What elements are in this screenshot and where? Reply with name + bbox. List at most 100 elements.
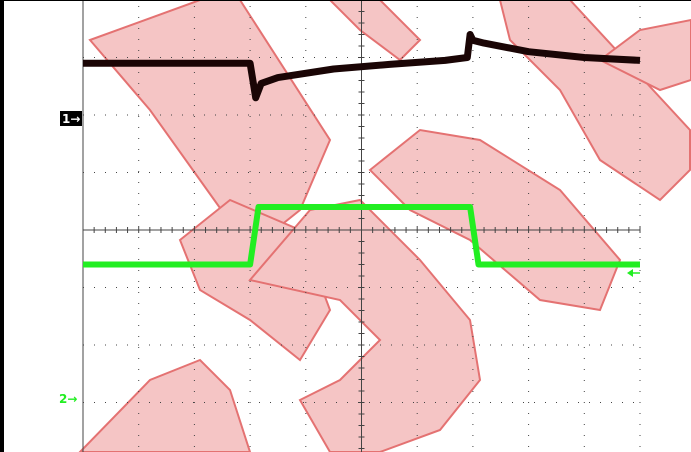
grid-dot xyxy=(94,57,95,58)
grid-dot xyxy=(567,114,568,116)
grid-dot xyxy=(639,138,641,139)
grid-dot xyxy=(171,402,172,403)
grid-dot xyxy=(305,138,307,139)
grid-dot xyxy=(416,182,418,183)
grid-dot xyxy=(249,17,251,18)
grid-dot xyxy=(391,402,392,403)
grid-dot xyxy=(325,114,326,116)
grid-dot xyxy=(193,347,195,348)
grid-dot xyxy=(479,114,480,116)
grid-dot xyxy=(583,83,585,84)
grid-dot xyxy=(105,57,106,58)
grid-dot xyxy=(249,303,251,304)
grid-dot xyxy=(583,50,585,51)
grid-dot xyxy=(215,402,216,403)
grid-dot xyxy=(182,402,183,403)
grid-dot xyxy=(171,287,172,288)
grid-dot xyxy=(639,160,641,161)
grid-dot xyxy=(600,344,601,346)
grid-dot xyxy=(138,435,140,436)
grid-dot xyxy=(248,114,249,116)
grid-dot xyxy=(305,270,307,271)
grid-dot xyxy=(622,402,623,403)
grid-dot xyxy=(249,413,251,414)
grid-dot xyxy=(193,281,195,282)
grid-dot xyxy=(528,424,530,425)
grid-dot xyxy=(528,39,530,40)
grid-dot xyxy=(583,424,585,425)
grid-dot xyxy=(416,116,418,117)
grid-dot xyxy=(528,61,530,62)
grid-dot xyxy=(249,424,251,425)
grid-dot xyxy=(472,391,474,392)
grid-dot xyxy=(249,116,251,117)
grid-dot xyxy=(249,358,251,359)
grid-dot xyxy=(314,172,315,173)
grid-dot xyxy=(249,369,251,370)
grid-dot xyxy=(567,402,568,403)
grid-dot xyxy=(611,287,612,288)
grid-dot xyxy=(472,336,474,337)
grid-dot xyxy=(457,344,458,346)
grid-dot xyxy=(528,369,530,370)
grid-dot xyxy=(325,402,326,403)
grid-dot xyxy=(589,287,590,288)
grid-dot xyxy=(416,237,418,238)
grid-dot xyxy=(501,172,502,173)
grid-dot xyxy=(193,336,195,337)
grid-dot xyxy=(138,116,140,117)
grid-dot xyxy=(472,369,474,370)
grid-dot xyxy=(369,172,370,173)
grid-dot xyxy=(583,61,585,62)
grid-dot xyxy=(193,160,195,161)
grid-dot xyxy=(528,17,530,18)
grid-dot xyxy=(305,380,307,381)
grid-dot xyxy=(583,94,585,95)
grid-dot xyxy=(305,182,307,183)
grid-dot xyxy=(578,344,579,346)
grid-dot xyxy=(138,17,140,18)
grid-dot xyxy=(416,347,418,348)
grid-dot xyxy=(94,344,95,346)
grid-dot xyxy=(305,17,307,18)
grid-dot xyxy=(528,446,530,447)
grid-dot xyxy=(193,57,194,58)
grid-dot xyxy=(457,172,458,173)
grid-dot xyxy=(138,270,140,271)
grid-dot xyxy=(583,314,585,315)
grid-dot xyxy=(416,17,418,18)
grid-dot xyxy=(639,336,641,337)
grid-dot xyxy=(528,237,530,238)
grid-dot xyxy=(292,344,293,346)
grid-dot xyxy=(193,424,195,425)
grid-dot xyxy=(391,57,392,58)
grid-dot xyxy=(193,402,194,403)
waveform-trace-1 xyxy=(83,31,641,102)
grid-dot xyxy=(249,314,251,315)
grid-dot xyxy=(583,127,585,128)
grid-dot xyxy=(639,193,641,194)
grid-dot xyxy=(305,325,307,326)
grid-dot xyxy=(416,171,418,172)
grid-dot xyxy=(416,424,418,425)
grid-dot xyxy=(639,391,641,392)
grid-dot xyxy=(534,114,535,116)
grid-dot xyxy=(639,402,641,403)
grid-dot xyxy=(583,226,585,227)
grid-dot xyxy=(303,172,304,173)
grid-dot xyxy=(639,94,641,95)
grid-dot xyxy=(249,292,251,293)
grid-dot xyxy=(523,172,524,173)
grid-dot xyxy=(127,172,128,173)
grid-dot xyxy=(160,287,161,288)
grid-dot xyxy=(611,402,612,403)
waveform-traces xyxy=(83,31,641,268)
grid-dot xyxy=(138,303,140,304)
grid-dot xyxy=(259,344,260,346)
grid-dot xyxy=(472,358,474,359)
grid-dot xyxy=(633,344,634,346)
grid-dot xyxy=(472,259,474,260)
grid-dot xyxy=(545,114,546,116)
grid-dot xyxy=(127,114,128,116)
